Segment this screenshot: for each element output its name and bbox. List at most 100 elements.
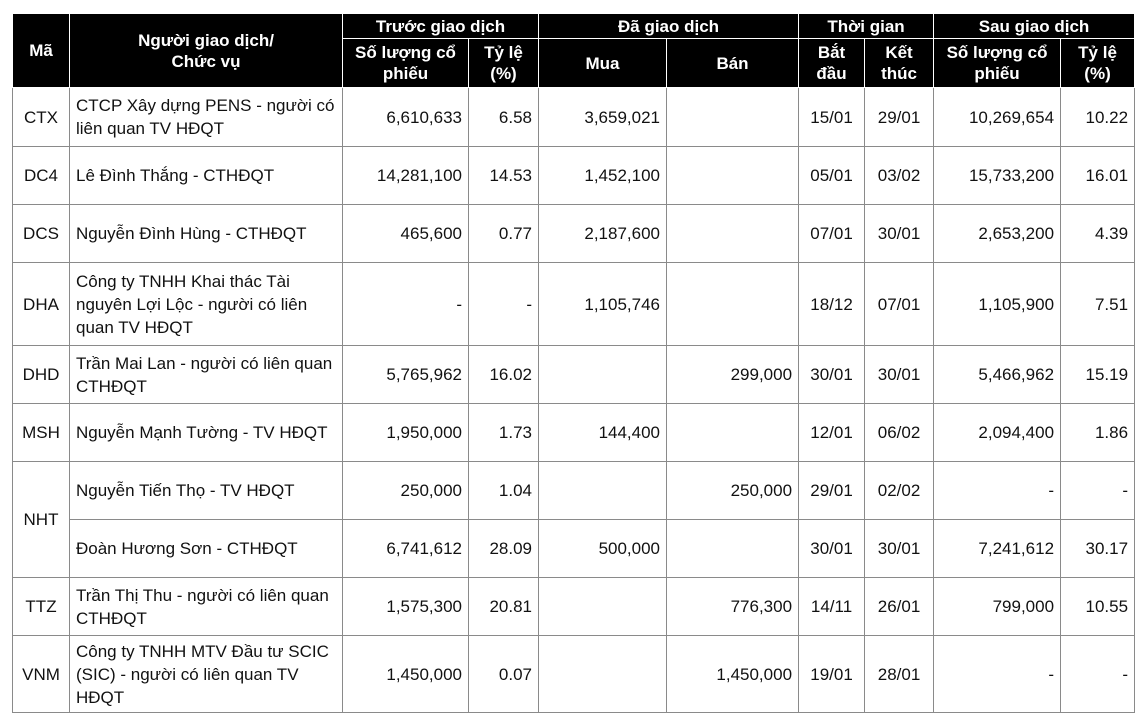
row-code: DC4 — [12, 146, 70, 205]
header-sell: Bán — [666, 38, 800, 88]
row-person: Trần Mai Lan - người có liên quan CTHĐQT — [69, 345, 343, 404]
row-after-ratio: - — [1060, 461, 1136, 520]
row-before-shares: - — [342, 262, 469, 346]
row-end: 07/01 — [864, 262, 935, 346]
table-row: DCS Nguyễn Đình Hùng - CTHĐQT 465,600 0.… — [12, 204, 1136, 263]
header-end-line1: Kết — [885, 43, 913, 62]
row-before-ratio: - — [467, 262, 540, 346]
row-person: Nguyễn Mạnh Tường - TV HĐQT — [69, 403, 343, 462]
row-buy: 3,659,021 — [538, 87, 668, 147]
row-person: Công ty TNHH MTV Đầu tư SCIC (SIC) - ngư… — [69, 635, 343, 713]
row-before-shares: 1,950,000 — [342, 403, 469, 462]
row-person: Trần Thị Thu - người có liên quan CTHĐQT — [69, 577, 343, 636]
header-traded-group: Đã giao dịch — [538, 13, 800, 39]
row-end: 30/01 — [864, 345, 935, 404]
row-end: 28/01 — [864, 635, 935, 713]
header-before-group: Trước giao dịch — [341, 13, 540, 39]
row-sell: 776,300 — [666, 577, 800, 636]
row-after-ratio: 15.19 — [1060, 345, 1136, 404]
row-after-shares: 799,000 — [933, 577, 1062, 636]
row-buy — [538, 345, 668, 404]
row-after-ratio: 16.01 — [1060, 146, 1136, 205]
header-code: Mã — [12, 13, 70, 88]
row-person: Công ty TNHH Khai thác Tài nguyên Lợi Lộ… — [69, 262, 343, 346]
header-after-shares-line1: Số lượng cổ — [946, 43, 1048, 62]
table-row: DC4 Lê Đình Thắng - CTHĐQT 14,281,100 14… — [12, 146, 1136, 205]
row-before-ratio: 1.04 — [467, 461, 540, 520]
row-after-shares: 1,105,900 — [933, 262, 1062, 346]
row-start: 29/01 — [798, 461, 866, 520]
row-start: 12/01 — [798, 403, 866, 462]
row-buy — [538, 577, 668, 636]
row-before-shares: 14,281,100 — [342, 146, 469, 205]
row-after-shares: - — [933, 635, 1062, 713]
row-code: VNM — [12, 635, 70, 713]
row-code: DCS — [12, 204, 70, 263]
row-after-shares: 2,094,400 — [933, 403, 1062, 462]
table-row: VNM Công ty TNHH MTV Đầu tư SCIC (SIC) -… — [12, 635, 1136, 713]
row-after-shares: 5,466,962 — [933, 345, 1062, 404]
header-after-group: Sau giao dịch — [933, 13, 1136, 39]
row-before-ratio: 0.77 — [467, 204, 540, 263]
row-before-shares: 1,575,300 — [342, 577, 469, 636]
table-body: CTX CTCP Xây dựng PENS - người có liên q… — [12, 87, 1136, 713]
row-sell — [666, 262, 800, 346]
row-start: 15/01 — [798, 87, 866, 147]
row-before-ratio: 6.58 — [467, 87, 540, 147]
header-before-shares-line1: Số lượng cổ — [355, 43, 456, 62]
table-row: TTZ Trần Thị Thu - người có liên quan CT… — [12, 577, 1136, 636]
row-before-shares: 5,765,962 — [342, 345, 469, 404]
row-code: MSH — [12, 403, 70, 462]
row-buy: 2,187,600 — [538, 204, 668, 263]
header-after-ratio-line1: Tỷ lệ — [1078, 43, 1117, 62]
table-row: DHA Công ty TNHH Khai thác Tài nguyên Lợ… — [12, 262, 1136, 346]
table-row: DHD Trần Mai Lan - người có liên quan CT… — [12, 345, 1136, 404]
header-after-ratio: Tỷ lệ (%) — [1060, 38, 1136, 88]
row-sell: 250,000 — [666, 461, 800, 520]
row-before-shares: 1,450,000 — [342, 635, 469, 713]
row-person: Lê Đình Thắng - CTHĐQT — [69, 146, 343, 205]
row-after-ratio: 30.17 — [1060, 519, 1136, 578]
row-after-shares: - — [933, 461, 1062, 520]
row-after-ratio: - — [1060, 635, 1136, 713]
row-person: Đoàn Hương Sơn - CTHĐQT — [69, 519, 343, 578]
row-sell — [666, 519, 800, 578]
row-before-ratio: 28.09 — [467, 519, 540, 578]
row-before-ratio: 0.07 — [467, 635, 540, 713]
header-end: Kết thúc — [864, 38, 935, 88]
row-before-ratio: 16.02 — [467, 345, 540, 404]
row-sell: 299,000 — [666, 345, 800, 404]
header-start-line2: đầu — [816, 64, 847, 83]
row-before-shares: 6,741,612 — [342, 519, 469, 578]
row-after-ratio: 1.86 — [1060, 403, 1136, 462]
row-person: CTCP Xây dựng PENS - người có liên quan … — [69, 87, 343, 147]
row-before-shares: 6,610,633 — [342, 87, 469, 147]
row-code: NHT — [12, 461, 70, 578]
row-start: 18/12 — [798, 262, 866, 346]
insider-transactions-table: Mã Người giao dịch/ Chức vụ Trước giao d… — [12, 13, 1136, 713]
row-person: Nguyễn Đình Hùng - CTHĐQT — [69, 204, 343, 263]
row-start: 05/01 — [798, 146, 866, 205]
row-after-shares: 10,269,654 — [933, 87, 1062, 147]
header-before-ratio-line2: (%) — [490, 64, 517, 83]
row-end: 30/01 — [864, 519, 935, 578]
row-buy — [538, 635, 668, 713]
row-buy: 1,452,100 — [538, 146, 668, 205]
row-before-ratio: 14.53 — [467, 146, 540, 205]
header-person-line2: Chức vụ — [171, 51, 241, 71]
row-after-ratio: 10.22 — [1060, 87, 1136, 147]
header-end-line2: thúc — [881, 64, 917, 83]
row-after-ratio: 7.51 — [1060, 262, 1136, 346]
table-header: Mã Người giao dịch/ Chức vụ Trước giao d… — [12, 13, 1136, 88]
row-end: 06/02 — [864, 403, 935, 462]
row-code: DHD — [12, 345, 70, 404]
header-person: Người giao dịch/ Chức vụ — [69, 13, 343, 88]
row-buy — [538, 461, 668, 520]
header-before-ratio: Tỷ lệ (%) — [467, 38, 540, 88]
row-buy: 500,000 — [538, 519, 668, 578]
row-buy: 1,105,746 — [538, 262, 668, 346]
row-sell: 1,450,000 — [666, 635, 800, 713]
header-time-group: Thời gian — [798, 13, 935, 39]
table-row: NHT Nguyễn Tiến Thọ - TV HĐQT 250,000 1.… — [12, 461, 1136, 578]
row-end: 26/01 — [864, 577, 935, 636]
